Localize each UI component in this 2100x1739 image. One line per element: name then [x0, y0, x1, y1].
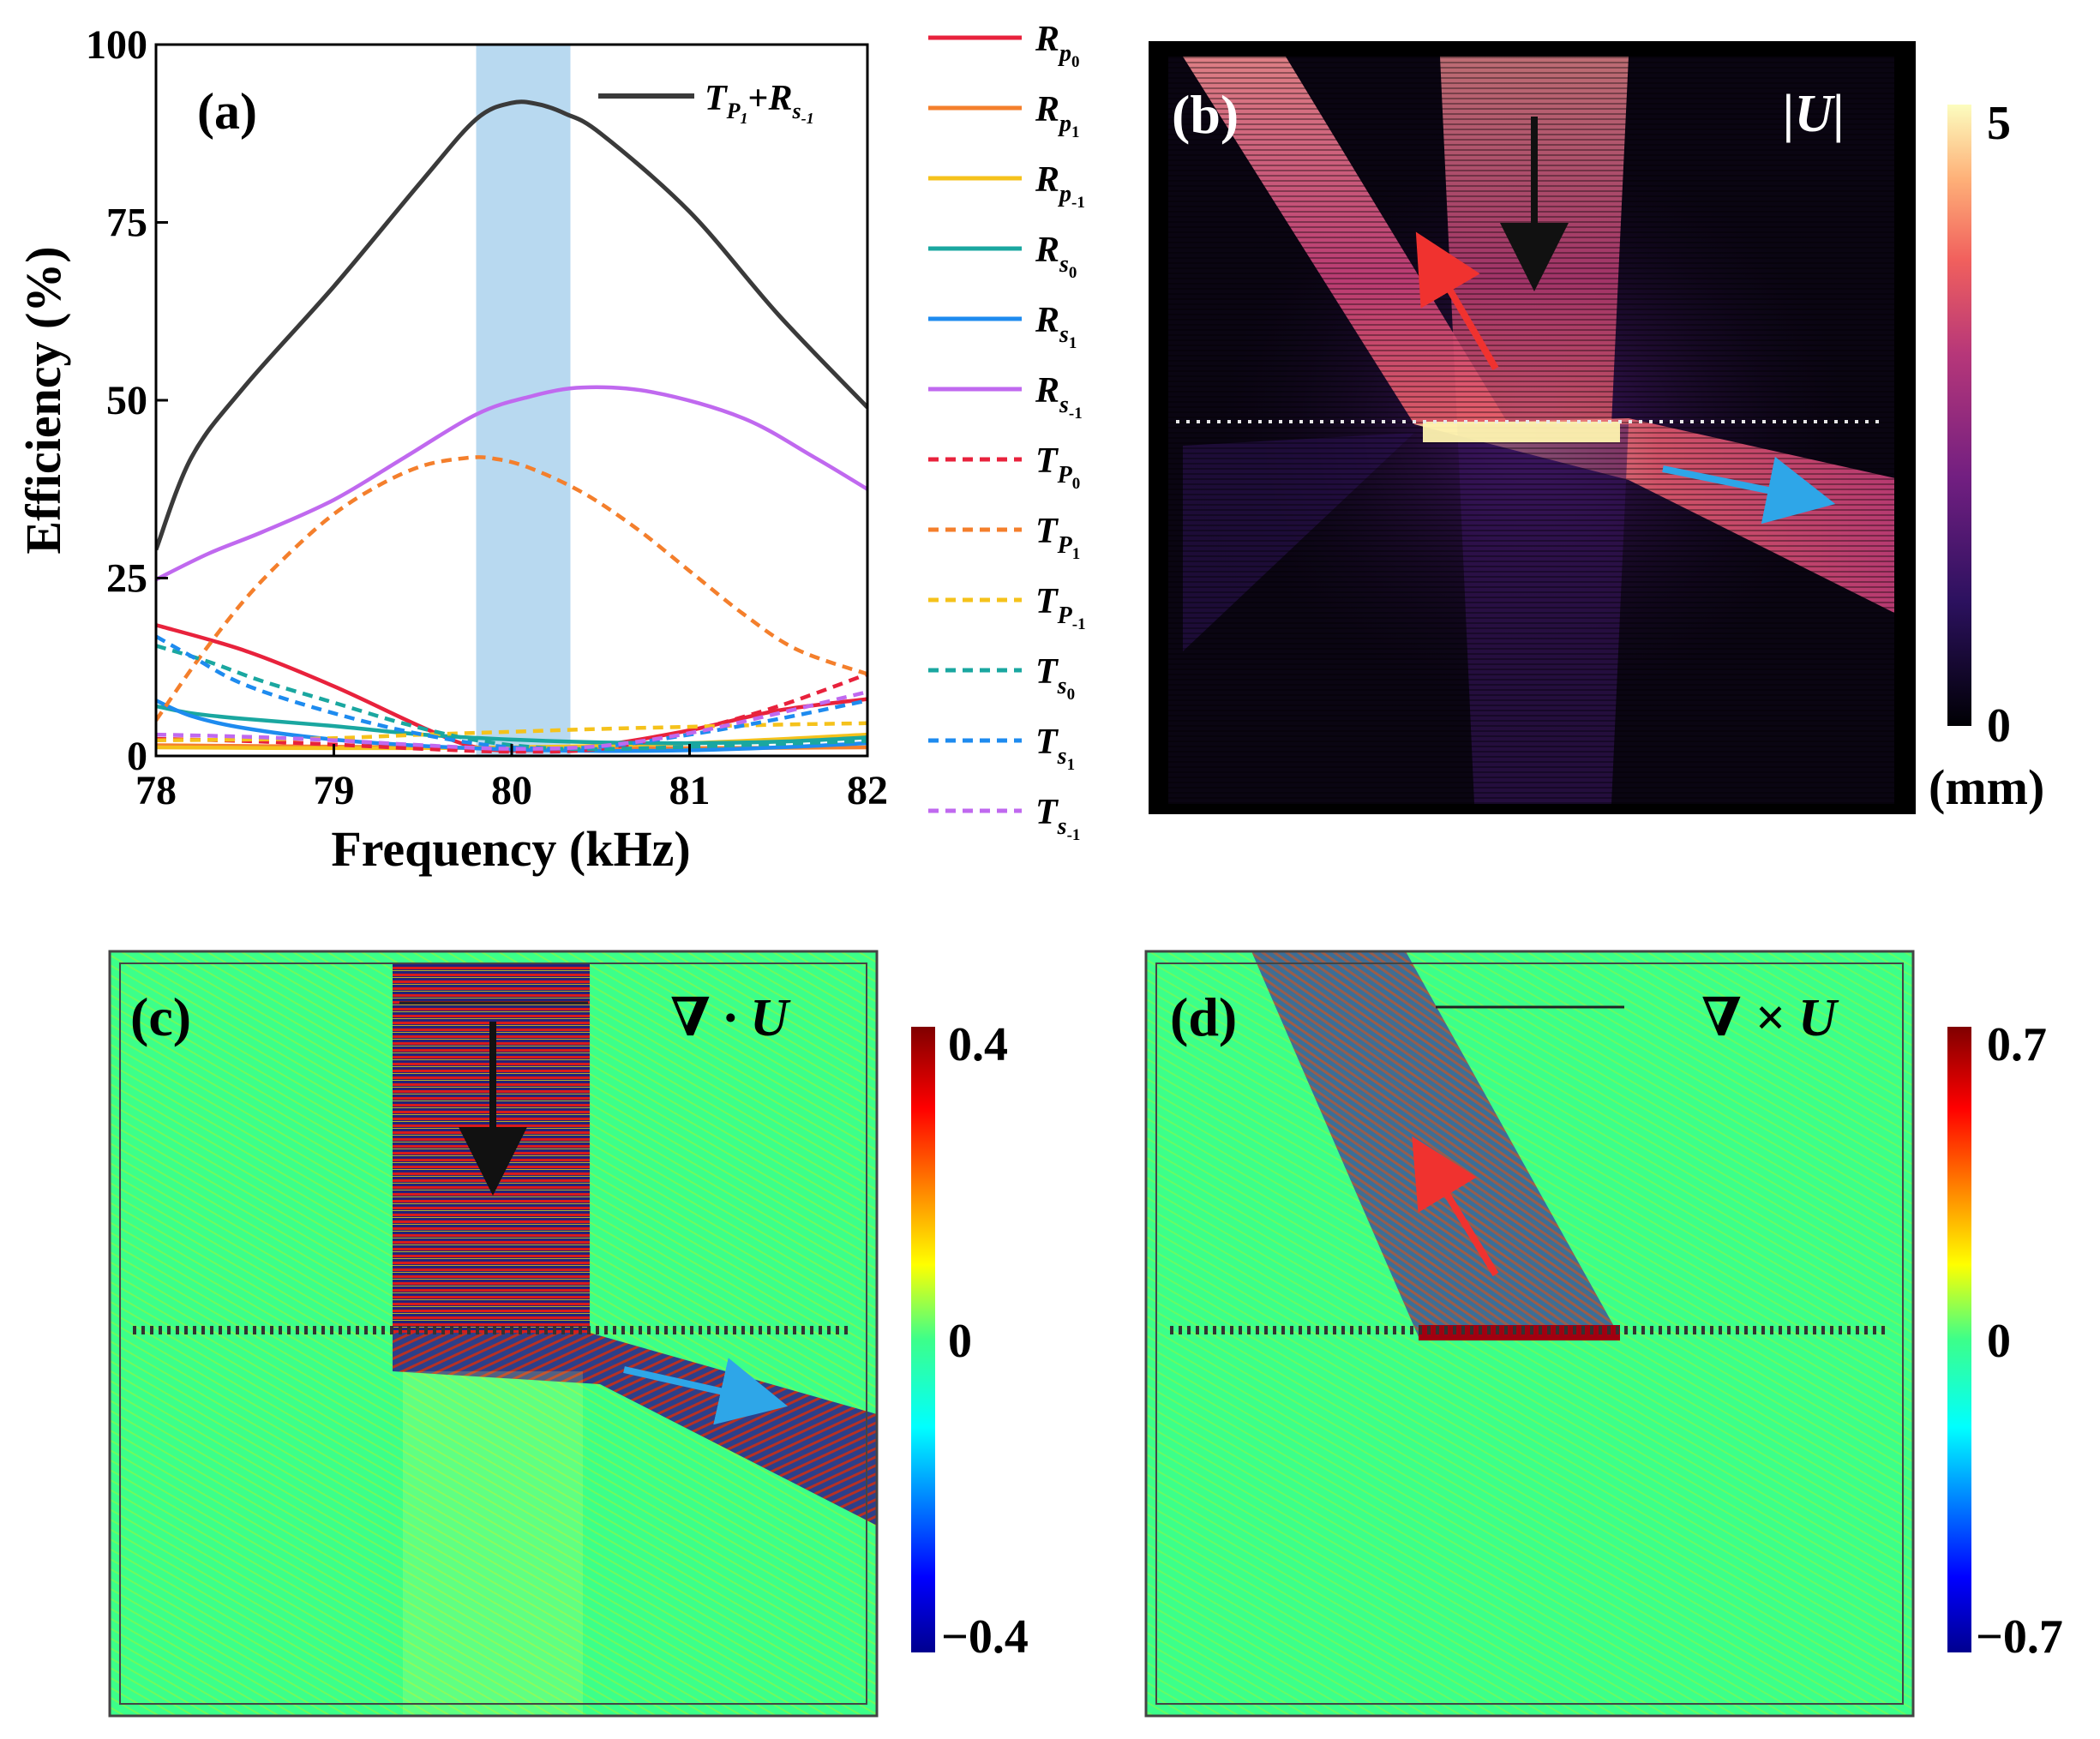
legend-label: Rs1 — [1035, 301, 1077, 352]
legend-label: Ts-1 — [1035, 793, 1080, 844]
panel-label-b: (b) — [1172, 84, 1239, 145]
heatmap-field — [1168, 57, 1894, 804]
colorbar-max-c: 0.4 — [948, 1018, 1008, 1071]
field-label-c: ∇ · U — [670, 989, 791, 1047]
legend-label: Ts1 — [1035, 723, 1075, 774]
series-line-Rs-1 — [156, 385, 867, 582]
heatmap-inner-frame — [119, 962, 867, 1705]
legend-label: Ts0 — [1035, 652, 1075, 704]
panel-d: (d) ∇ × U 0.7 0 −0.7 — [1144, 950, 2063, 1718]
panel-label-d: (d) — [1170, 986, 1237, 1047]
y-tick-label: 100 — [86, 22, 147, 68]
axis-ticks: 78 79 80 81 82 0 25 50 75 100 — [86, 22, 888, 813]
legend-label: TP0 — [1035, 441, 1080, 493]
colorbar-d — [1947, 1027, 1971, 1652]
colorbar-unit-b: (mm) — [1929, 759, 2044, 815]
heatmap-frame — [108, 950, 879, 1718]
colorbar-max-b: 5 — [1987, 97, 2011, 150]
transmitted-arrow — [623, 1358, 789, 1425]
x-axis-label: Frequency (kHz) — [331, 821, 690, 877]
inset-legend-label: TP1+Rs-1 — [705, 79, 814, 127]
y-axis-label: Efficiency (%) — [15, 246, 71, 554]
y-tick-label: 25 — [106, 556, 147, 602]
colorbar-b — [1947, 105, 1971, 726]
series-line-Ts0 — [156, 644, 867, 752]
legend: Rp0 Rp1 Rp-1 Rs0 Rs1 Rs-1 TP0 TP1 TP-1 Ts0 Ts1 Ts-1 — [928, 20, 1086, 844]
series-line-Rs0 — [156, 704, 867, 746]
legend-label: Rp0 — [1035, 20, 1080, 71]
legend-label: Rp1 — [1035, 90, 1080, 141]
heatmap-field — [1146, 951, 1913, 1716]
series-line-Tp1 — [156, 455, 867, 722]
panel-c: (c) ∇ · U 0.4 0 −0.4 — [108, 950, 1029, 1718]
y-tick-label: 0 — [127, 734, 147, 779]
x-tick-label: 78 — [135, 768, 177, 813]
heatmap-frame — [1144, 950, 1915, 1718]
x-tick-label: 80 — [491, 768, 532, 813]
y-tick-label: 75 — [106, 201, 147, 246]
panel-a: 78 79 80 81 82 0 25 50 75 100 (a) TP1+Rs-1 Freque… — [15, 22, 888, 877]
colorbar-max-d: 0.7 — [1987, 1018, 2047, 1071]
x-tick-label: 79 — [314, 768, 355, 813]
field-label-d: ∇ × U — [1701, 989, 1839, 1047]
legend-label: TP1 — [1035, 512, 1080, 563]
x-tick-label: 82 — [847, 768, 888, 813]
panel-label-c: (c) — [130, 986, 191, 1047]
series-line-sum — [156, 99, 867, 551]
panel-label-a: (a) — [197, 83, 257, 140]
legend-label: Rs-1 — [1035, 371, 1083, 423]
legend-label: Rs0 — [1035, 231, 1077, 282]
field-label-b: |U| — [1783, 85, 1845, 143]
heatmap-inner-frame — [1155, 962, 1904, 1705]
legend-label: Rp-1 — [1035, 160, 1085, 212]
series-line-Ts1 — [156, 634, 867, 751]
legend-label: TP-1 — [1035, 582, 1086, 633]
colorbar-mid-d: 0 — [1987, 1315, 2011, 1368]
reflected-arrow — [1415, 231, 1499, 371]
panel-b: (b) |U| 5 0 (mm) — [1149, 41, 2044, 815]
colorbar-min-c: −0.4 — [941, 1610, 1029, 1664]
colorbar-min-b: 0 — [1987, 699, 2011, 753]
x-tick-label: 81 — [669, 768, 711, 813]
y-tick-label: 50 — [106, 378, 147, 423]
inset-legend: TP1+Rs-1 — [598, 79, 814, 127]
colorbar-mid-c: 0 — [948, 1315, 972, 1368]
colorbar-c — [911, 1027, 935, 1652]
reflected-arrow — [1412, 1136, 1499, 1277]
transmitted-arrow — [1662, 456, 1836, 525]
colorbar-min-d: −0.7 — [1976, 1610, 2063, 1664]
